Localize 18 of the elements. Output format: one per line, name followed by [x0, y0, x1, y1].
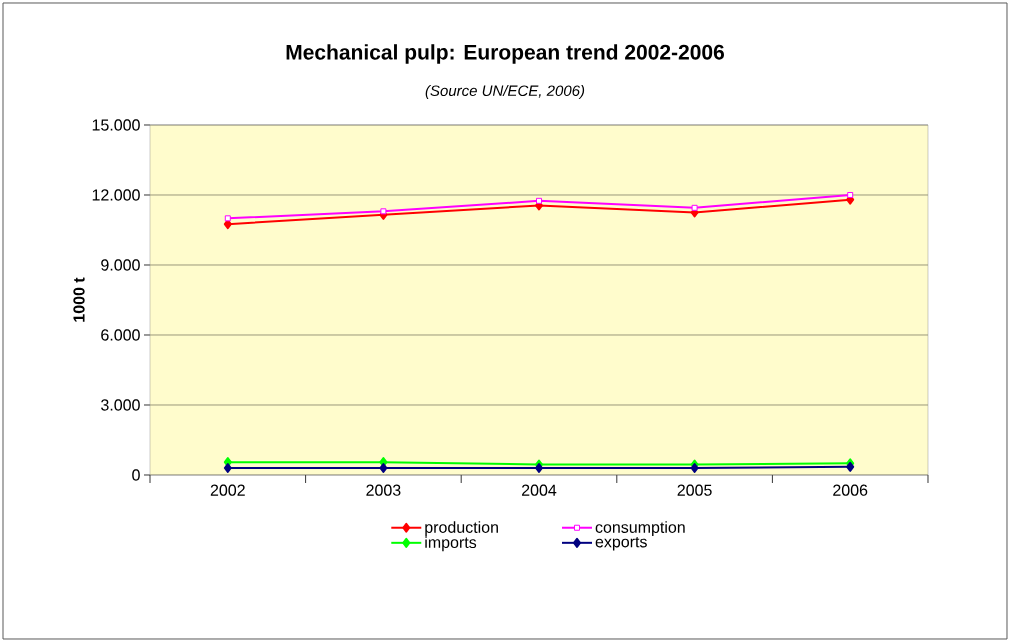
y-tick-label: 15.000: [92, 119, 140, 131]
x-tick-label: 2005: [677, 484, 712, 496]
y-tick-label: 12.000: [92, 189, 140, 201]
legend-label: imports: [425, 536, 477, 552]
y-tick-label: 3.000: [101, 399, 140, 411]
x-tick-label: 2006: [833, 484, 868, 496]
y-tick-label: 9.000: [101, 259, 140, 271]
x-tick-label: 2003: [366, 484, 401, 496]
x-tick-label: 2004: [522, 484, 557, 496]
y-axis-title: 1000 t: [73, 277, 85, 322]
legend-label: exports: [595, 536, 647, 551]
y-tick-label: 0: [132, 469, 140, 481]
chart-title: Mechanical pulp: European trend 2002-2006: [286, 44, 724, 64]
chart-subtitle: (Source UN/ECE, 2006): [425, 85, 585, 99]
legend-label: consumption: [595, 521, 685, 537]
y-tick-label: 6.000: [101, 329, 140, 341]
x-tick-label: 2002: [210, 484, 245, 496]
legend-label: production: [425, 521, 498, 537]
